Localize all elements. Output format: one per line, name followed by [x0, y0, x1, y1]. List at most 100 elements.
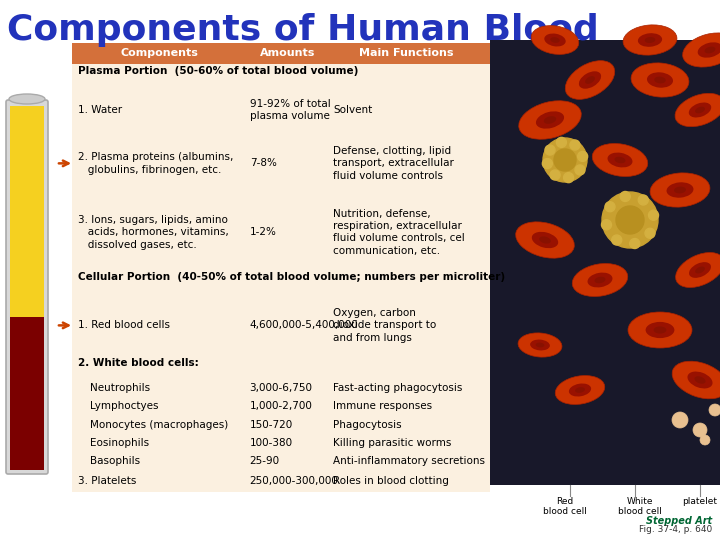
Text: Solvent: Solvent: [333, 105, 372, 115]
Text: Components of Human Blood: Components of Human Blood: [7, 13, 599, 47]
Ellipse shape: [516, 222, 575, 258]
Text: Defense, clotting, lipid
transport, extracellular
fluid volume controls: Defense, clotting, lipid transport, extr…: [333, 146, 454, 181]
Ellipse shape: [650, 173, 710, 207]
Ellipse shape: [608, 153, 632, 167]
Text: Immune responses: Immune responses: [333, 401, 433, 411]
Ellipse shape: [544, 33, 566, 46]
Text: Roles in blood clotting: Roles in blood clotting: [333, 476, 449, 487]
Circle shape: [620, 192, 630, 201]
Text: Main Functions: Main Functions: [359, 49, 454, 58]
Bar: [72, 64, 490, 492]
Text: 2. Plasma proteins (albumins,
   globulins, fibrinogen, etc.: 2. Plasma proteins (albumins, globulins,…: [78, 152, 233, 174]
Text: Lymphoctyes: Lymphoctyes: [90, 401, 158, 411]
Text: Monocytes (macrophages): Monocytes (macrophages): [90, 420, 228, 430]
Text: Phagocytosis: Phagocytosis: [333, 420, 402, 430]
Ellipse shape: [539, 237, 551, 244]
Text: 1. Water: 1. Water: [78, 105, 122, 115]
Ellipse shape: [593, 144, 648, 177]
Text: Eosinophils: Eosinophils: [90, 438, 149, 448]
Text: 25-90: 25-90: [250, 456, 280, 467]
Ellipse shape: [631, 63, 689, 97]
Text: 150-720: 150-720: [250, 420, 293, 430]
Circle shape: [602, 192, 658, 248]
Ellipse shape: [518, 333, 562, 357]
Ellipse shape: [572, 264, 628, 296]
Ellipse shape: [695, 107, 705, 113]
Circle shape: [616, 206, 644, 234]
Ellipse shape: [646, 322, 675, 338]
Text: 7-8%: 7-8%: [250, 158, 276, 168]
Ellipse shape: [565, 60, 615, 99]
Ellipse shape: [530, 340, 550, 350]
Ellipse shape: [674, 187, 686, 193]
Text: Oxygen, carbon
dioxide transport to
and from lungs: Oxygen, carbon dioxide transport to and …: [333, 308, 436, 343]
Circle shape: [545, 145, 555, 155]
Circle shape: [645, 228, 655, 238]
Circle shape: [709, 404, 720, 416]
Ellipse shape: [638, 33, 662, 47]
Ellipse shape: [644, 37, 655, 43]
Text: 4,600,000-5,400,000: 4,600,000-5,400,000: [250, 320, 359, 330]
Ellipse shape: [667, 183, 693, 198]
Ellipse shape: [555, 375, 605, 404]
Circle shape: [570, 140, 580, 150]
Ellipse shape: [694, 376, 706, 384]
Text: 3. Platelets: 3. Platelets: [78, 476, 136, 487]
Ellipse shape: [536, 342, 544, 347]
Text: Killing parasitic worms: Killing parasitic worms: [333, 438, 451, 448]
Circle shape: [543, 138, 587, 182]
Ellipse shape: [675, 93, 720, 127]
Text: 1,000-2,700: 1,000-2,700: [250, 401, 312, 411]
Ellipse shape: [647, 72, 673, 87]
Ellipse shape: [532, 232, 558, 248]
Circle shape: [577, 151, 588, 161]
Circle shape: [557, 137, 567, 147]
Text: Stepped Art: Stepped Art: [646, 516, 712, 526]
Text: White
blood cell: White blood cell: [618, 497, 662, 516]
Text: Basophils: Basophils: [90, 456, 140, 467]
Ellipse shape: [623, 25, 677, 55]
FancyBboxPatch shape: [6, 100, 48, 474]
Ellipse shape: [675, 253, 720, 287]
Ellipse shape: [672, 361, 720, 399]
Text: 1-2%: 1-2%: [250, 227, 276, 237]
Circle shape: [630, 239, 640, 248]
Circle shape: [693, 423, 707, 437]
Ellipse shape: [695, 267, 705, 273]
Text: 91-92% of total
plasma volume: 91-92% of total plasma volume: [250, 99, 330, 121]
Ellipse shape: [536, 111, 564, 129]
Ellipse shape: [689, 262, 711, 278]
Ellipse shape: [575, 387, 585, 393]
Text: 3,000-6,750: 3,000-6,750: [250, 383, 312, 393]
Text: 1. Red blood cells: 1. Red blood cells: [78, 320, 170, 330]
Text: Fig. 37-4, p. 640: Fig. 37-4, p. 640: [639, 525, 712, 534]
Bar: [72, 43, 490, 64]
Text: 2. White blood cells:: 2. White blood cells:: [78, 359, 199, 368]
Circle shape: [605, 202, 615, 212]
Text: Plasma Portion  (50-60% of total blood volume): Plasma Portion (50-60% of total blood vo…: [78, 66, 359, 76]
Text: Cellular Portion  (40-50% of total blood volume; numbers per microliter): Cellular Portion (40-50% of total blood …: [78, 272, 505, 282]
Ellipse shape: [688, 372, 713, 388]
Text: 250,000-300,000: 250,000-300,000: [250, 476, 338, 487]
Circle shape: [575, 165, 585, 175]
Text: platelet: platelet: [683, 497, 718, 506]
Circle shape: [550, 170, 560, 180]
Circle shape: [554, 149, 576, 171]
Ellipse shape: [585, 76, 595, 84]
Ellipse shape: [588, 273, 613, 287]
Text: Amounts: Amounts: [260, 49, 315, 58]
Ellipse shape: [569, 383, 591, 396]
Ellipse shape: [550, 37, 559, 43]
Text: 3. Ions, sugars, lipids, amino
   acids, hormones, vitamins,
   dissolved gases,: 3. Ions, sugars, lipids, amino acids, ho…: [78, 215, 229, 249]
Ellipse shape: [654, 326, 667, 334]
Ellipse shape: [698, 42, 720, 58]
Circle shape: [564, 173, 574, 183]
Text: 100-380: 100-380: [250, 438, 293, 448]
Bar: [490, 40, 720, 485]
Circle shape: [638, 195, 648, 205]
Ellipse shape: [683, 33, 720, 67]
Ellipse shape: [689, 103, 711, 118]
Circle shape: [612, 235, 622, 245]
Text: Nutrition, defense,
respiration, extracellular
fluid volume controls, cel
commun: Nutrition, defense, respiration, extrace…: [333, 208, 465, 256]
Text: Anti-inflammatory secretions: Anti-inflammatory secretions: [333, 456, 485, 467]
